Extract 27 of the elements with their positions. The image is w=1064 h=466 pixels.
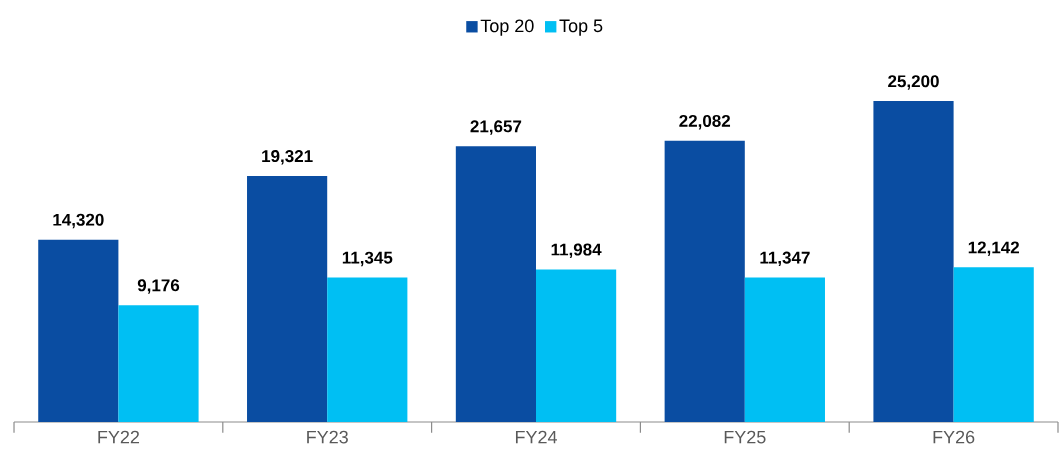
data-label: 19,321 — [262, 150, 313, 165]
data-label: 25,200 — [888, 75, 939, 90]
data-label: 11,347 — [760, 251, 810, 267]
data-label: 11,345 — [342, 251, 393, 267]
bar — [118, 305, 199, 422]
data-label: 22,082 — [679, 114, 731, 130]
data-label: 9,176 — [137, 279, 180, 294]
x-tick-label: FY22 — [98, 430, 140, 444]
x-tick-label: FY25 — [724, 430, 766, 444]
bar — [873, 101, 954, 422]
bar — [455, 146, 536, 422]
legend-label: Top 5 — [559, 19, 603, 36]
data-label: 12,142 — [968, 241, 1020, 256]
data-label: 11,984 — [551, 243, 602, 258]
bar — [38, 239, 119, 422]
bar — [327, 277, 408, 422]
x-tick-label: FY26 — [933, 430, 975, 444]
legend-label: Top 20 — [480, 19, 534, 36]
bar — [744, 277, 825, 422]
data-label: 21,657 — [470, 120, 522, 135]
x-tick-label: FY23 — [307, 430, 348, 444]
bar — [664, 140, 745, 422]
bar — [536, 269, 617, 422]
bar — [953, 267, 1034, 422]
bar — [247, 175, 328, 422]
x-tick-label: FY24 — [515, 430, 557, 444]
data-label: 14,320 — [53, 213, 104, 229]
